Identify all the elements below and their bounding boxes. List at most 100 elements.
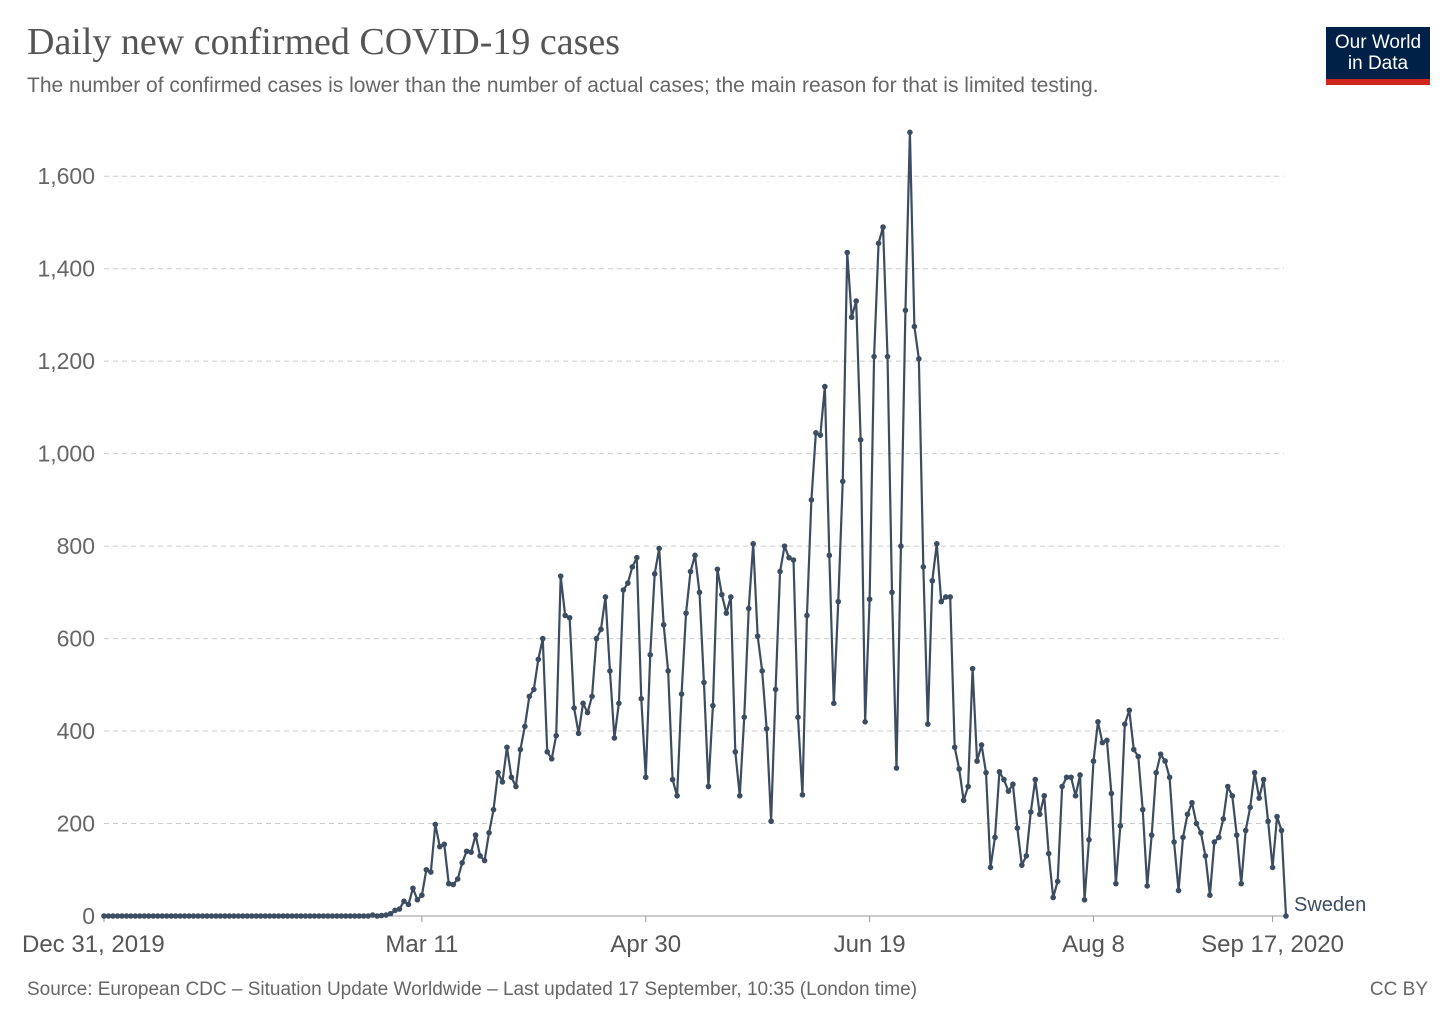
data-point [853, 298, 859, 304]
data-point [781, 543, 788, 549]
data-point [128, 913, 134, 919]
data-point [728, 594, 734, 600]
data-point [732, 749, 739, 755]
data-point [938, 598, 945, 605]
data-point [1090, 758, 1097, 764]
data-point [1175, 887, 1182, 894]
data-point [1211, 839, 1218, 845]
y-tick-label: 200 [57, 811, 95, 837]
y-tick-label: 1,400 [37, 256, 95, 282]
data-point [674, 792, 680, 799]
data-point [1283, 913, 1289, 919]
data-point [181, 913, 188, 919]
data-point [401, 898, 407, 904]
x-tick-label: Apr 30 [610, 931, 681, 958]
data-point [257, 913, 264, 919]
data-point [580, 700, 586, 707]
data-point [1216, 834, 1222, 841]
data-point [974, 758, 980, 764]
x-axis: Dec 31, 2019 Mar 11 Apr 30 Jun 19 Aug 8 Sep 1… [22, 915, 1344, 958]
data-point [1274, 813, 1280, 820]
data-point [428, 869, 434, 875]
y-axis-tick-labels: 0 200 400 600 800 1,000 1,200 1,400 1,600 [37, 163, 95, 929]
data-point [311, 913, 318, 919]
license-link[interactable]: CC BY [1369, 979, 1428, 1000]
data-point [880, 224, 886, 230]
data-point [1108, 790, 1115, 797]
data-point [1001, 776, 1007, 783]
data-point [1023, 853, 1030, 859]
x-tick-label: Aug 8 [1062, 931, 1125, 958]
data-point [772, 686, 779, 693]
data-point [933, 541, 940, 547]
data-point [275, 913, 282, 919]
data-point [1095, 719, 1101, 725]
data-point [571, 705, 577, 711]
data-point [669, 776, 676, 783]
data-point [786, 554, 792, 561]
data-point [911, 323, 918, 330]
data-point [338, 913, 345, 919]
data-point [231, 913, 237, 919]
data-point [647, 651, 654, 658]
data-point [1193, 820, 1200, 827]
data-point [383, 912, 389, 918]
data-point [1135, 753, 1142, 760]
data-point [419, 892, 425, 898]
data-point [916, 356, 922, 362]
data-point [289, 913, 295, 919]
data-point [454, 876, 461, 882]
y-tick-label: 400 [57, 718, 95, 744]
data-point [848, 314, 855, 321]
data-point [293, 913, 300, 919]
data-point [141, 913, 148, 919]
data-point [280, 913, 286, 919]
data-point [1050, 894, 1056, 901]
data-point [195, 913, 201, 919]
data-point [1005, 788, 1012, 794]
data-point [1014, 825, 1021, 831]
data-point [1028, 809, 1034, 815]
data-point [844, 249, 851, 256]
data-point [996, 768, 1003, 775]
data-point [1099, 739, 1106, 746]
data-point [969, 665, 976, 672]
data-point [284, 913, 291, 919]
data-point [799, 792, 806, 798]
data-point [745, 605, 752, 612]
data-point [137, 913, 143, 919]
data-point [463, 848, 470, 855]
data-point [602, 594, 609, 600]
data-point [857, 436, 864, 443]
data-point [1269, 864, 1276, 871]
owid-logo[interactable]: Our World in Data [1326, 27, 1430, 85]
data-point [692, 552, 698, 559]
data-point [804, 612, 810, 619]
data-point [584, 709, 591, 716]
data-point [678, 691, 685, 697]
data-point [1260, 776, 1267, 783]
data-point [1225, 783, 1231, 790]
data-point [759, 668, 765, 674]
data-point [871, 353, 877, 360]
data-point [1207, 892, 1213, 898]
data-point [1166, 774, 1173, 781]
y-tick-label: 800 [57, 533, 95, 559]
data-point [1278, 827, 1285, 834]
data-point [360, 913, 367, 919]
data-point [1019, 862, 1025, 868]
data-point [714, 566, 721, 573]
data-point [598, 626, 604, 633]
data-point [831, 700, 837, 707]
data-point [186, 913, 192, 919]
data-point [213, 913, 219, 919]
data-point [101, 913, 107, 919]
data-point [620, 587, 627, 593]
data-point [226, 913, 233, 919]
data-point [925, 721, 931, 727]
data-point [1162, 758, 1168, 764]
data-point [244, 913, 251, 919]
data-point [1171, 839, 1177, 845]
data-point [1247, 804, 1253, 811]
data-point [1157, 751, 1164, 757]
